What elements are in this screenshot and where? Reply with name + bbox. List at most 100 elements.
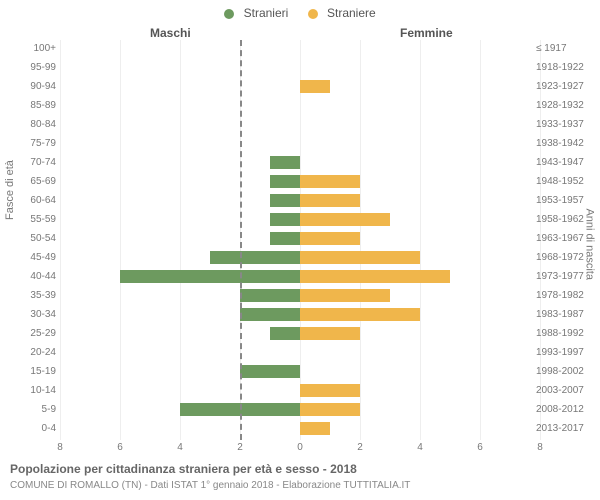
- pyramid-row: [60, 192, 540, 211]
- pyramid-row: [60, 249, 540, 268]
- female-bar: [300, 270, 450, 283]
- male-bar: [240, 289, 300, 302]
- age-tick: 80-84: [18, 119, 56, 130]
- age-tick: 20-24: [18, 347, 56, 358]
- x-tick: 8: [537, 442, 543, 453]
- legend-female-swatch: [308, 9, 318, 19]
- male-bar: [270, 327, 300, 340]
- female-bar: [300, 251, 420, 264]
- birth-tick: 1978-1982: [536, 290, 592, 301]
- x-tick: 8: [57, 442, 63, 453]
- birth-tick: 1973-1977: [536, 271, 592, 282]
- age-tick: 70-74: [18, 157, 56, 168]
- age-tick: 75-79: [18, 138, 56, 149]
- male-column-header: Maschi: [150, 26, 191, 40]
- legend: Stranieri Straniere: [0, 6, 600, 20]
- birth-tick: ≤ 1917: [536, 43, 592, 54]
- female-bar: [300, 422, 330, 435]
- birth-tick: 1923-1927: [536, 81, 592, 92]
- age-tick: 50-54: [18, 233, 56, 244]
- pyramid-row: [60, 401, 540, 420]
- age-tick: 15-19: [18, 366, 56, 377]
- age-tick: 90-94: [18, 81, 56, 92]
- birth-tick: 1983-1987: [536, 309, 592, 320]
- x-tick: 6: [477, 442, 483, 453]
- age-tick: 100+: [18, 43, 56, 54]
- male-bar: [210, 251, 300, 264]
- birth-tick: 1963-1967: [536, 233, 592, 244]
- birth-tick: 1998-2002: [536, 366, 592, 377]
- birth-tick: 1933-1937: [536, 119, 592, 130]
- birth-tick: 1988-1992: [536, 328, 592, 339]
- x-tick: 4: [177, 442, 183, 453]
- x-tick: 0: [297, 442, 303, 453]
- pyramid-row: [60, 173, 540, 192]
- male-bar: [120, 270, 300, 283]
- pyramid-row: [60, 363, 540, 382]
- female-column-header: Femmine: [400, 26, 453, 40]
- x-tick: 6: [117, 442, 123, 453]
- birth-tick: 2003-2007: [536, 385, 592, 396]
- birth-tick: 1958-1962: [536, 214, 592, 225]
- age-tick: 55-59: [18, 214, 56, 225]
- pyramid-row: [60, 230, 540, 249]
- left-axis-title: Fasce di età: [4, 160, 16, 220]
- pyramid-row: [60, 211, 540, 230]
- pyramid-row: [60, 344, 540, 363]
- birth-tick: 1968-1972: [536, 252, 592, 263]
- pyramid-row: [60, 325, 540, 344]
- pyramid-row: [60, 287, 540, 306]
- pyramid-row: [60, 78, 540, 97]
- age-tick: 40-44: [18, 271, 56, 282]
- pyramid-row: [60, 306, 540, 325]
- center-axis-line: [240, 40, 242, 440]
- birth-tick: 1953-1957: [536, 195, 592, 206]
- birth-tick: 1928-1932: [536, 100, 592, 111]
- pyramid-row: [60, 135, 540, 154]
- pyramid-row: [60, 97, 540, 116]
- legend-male: Stranieri: [224, 6, 288, 20]
- female-bar: [300, 80, 330, 93]
- age-tick: 60-64: [18, 195, 56, 206]
- female-bar: [300, 194, 360, 207]
- age-tick: 25-29: [18, 328, 56, 339]
- birth-tick: 2013-2017: [536, 423, 592, 434]
- pyramid-row: [60, 40, 540, 59]
- birth-tick: 1948-1952: [536, 176, 592, 187]
- x-axis: 864202468: [60, 442, 540, 456]
- x-tick: 4: [417, 442, 423, 453]
- female-bar: [300, 308, 420, 321]
- legend-female-label: Straniere: [327, 6, 376, 20]
- female-bar: [300, 384, 360, 397]
- age-tick: 65-69: [18, 176, 56, 187]
- age-tick: 45-49: [18, 252, 56, 263]
- age-tick: 0-4: [18, 423, 56, 434]
- birth-tick: 1943-1947: [536, 157, 592, 168]
- age-tick: 35-39: [18, 290, 56, 301]
- chart-title: Popolazione per cittadinanza straniera p…: [10, 462, 357, 476]
- legend-female: Straniere: [308, 6, 376, 20]
- age-tick: 30-34: [18, 309, 56, 320]
- legend-male-swatch: [224, 9, 234, 19]
- age-tick: 5-9: [18, 404, 56, 415]
- female-bar: [300, 403, 360, 416]
- population-pyramid-chart: Stranieri Straniere Maschi Femmine Fasce…: [0, 0, 600, 500]
- female-bar: [300, 327, 360, 340]
- pyramid-row: [60, 382, 540, 401]
- birth-tick: 2008-2012: [536, 404, 592, 415]
- female-bar: [300, 289, 390, 302]
- birth-tick: 1938-1942: [536, 138, 592, 149]
- male-bar: [270, 156, 300, 169]
- male-bar: [270, 213, 300, 226]
- legend-male-label: Stranieri: [244, 6, 289, 20]
- chart-source: COMUNE DI ROMALLO (TN) - Dati ISTAT 1° g…: [10, 480, 410, 491]
- female-bar: [300, 232, 360, 245]
- male-bar: [270, 232, 300, 245]
- pyramid-row: [60, 154, 540, 173]
- plot-area: [60, 40, 540, 440]
- birth-tick: 1918-1922: [536, 62, 592, 73]
- pyramid-row: [60, 116, 540, 135]
- pyramid-row: [60, 420, 540, 439]
- male-bar: [240, 308, 300, 321]
- male-bar: [270, 194, 300, 207]
